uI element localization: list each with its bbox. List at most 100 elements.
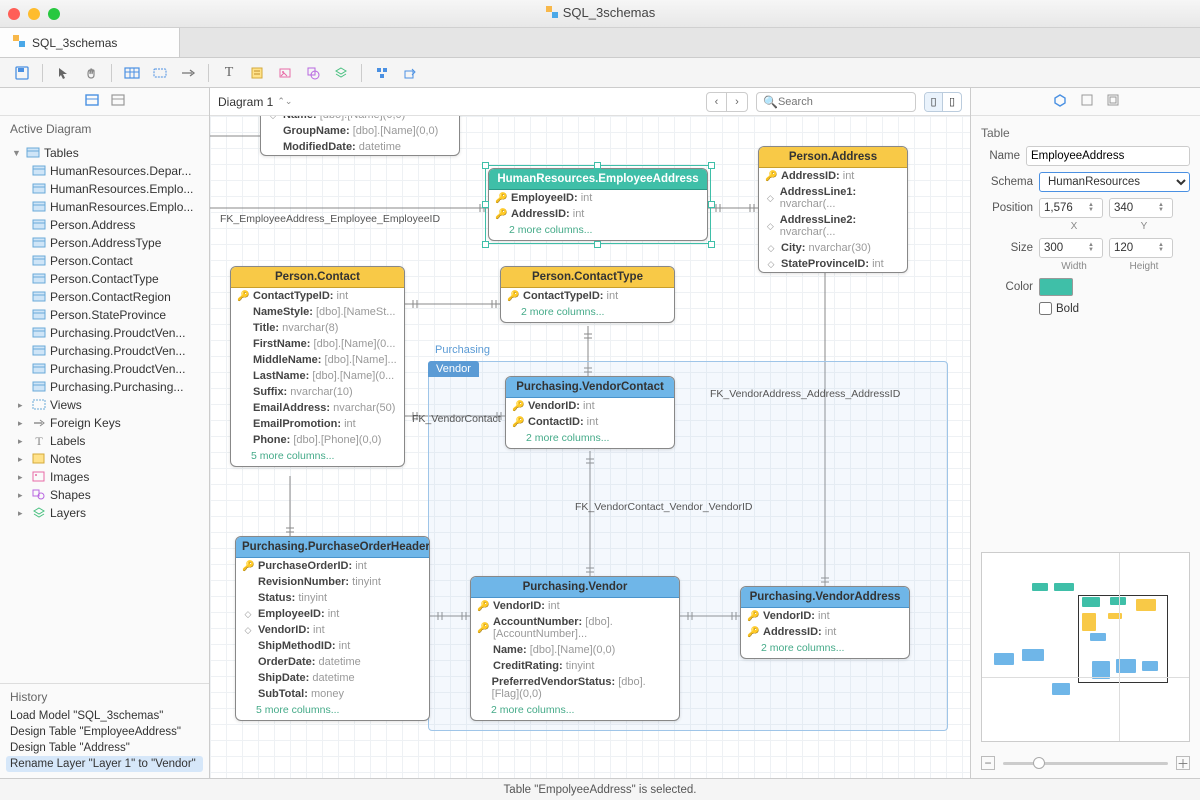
document-tab-label: SQL_3schemas bbox=[32, 36, 117, 50]
right-sidebar: Table Name Schema HumanResources Positio… bbox=[970, 88, 1200, 778]
model-tab-icon[interactable] bbox=[110, 93, 126, 110]
er-table[interactable]: Person.ContactType🔑ContactTypeID: int2 m… bbox=[500, 266, 675, 323]
tree-table-item[interactable]: Person.ContactType bbox=[4, 270, 205, 288]
nav-back-button[interactable]: ‹ bbox=[707, 93, 727, 111]
name-input[interactable] bbox=[1026, 146, 1190, 166]
note-tool-button[interactable] bbox=[245, 61, 269, 85]
diagram-canvas[interactable]: Purchasing Vendor FK_EmployeeAddress_Emp… bbox=[210, 116, 970, 778]
status-text: Table "EmpolyeeAddress" is selected. bbox=[504, 784, 697, 796]
auto-layout-button[interactable] bbox=[370, 61, 394, 85]
tree-table-item[interactable]: HumanResources.Depar... bbox=[4, 162, 205, 180]
tree-table-item[interactable]: Person.ContactRegion bbox=[4, 288, 205, 306]
tree-table-item[interactable]: HumanResources.Emplo... bbox=[4, 180, 205, 198]
save-button[interactable] bbox=[10, 61, 34, 85]
hand-tool-button[interactable] bbox=[79, 61, 103, 85]
inspector-tab-style[interactable] bbox=[1080, 93, 1094, 110]
tree-table-item[interactable]: HumanResources.Emplo... bbox=[4, 198, 205, 216]
nav-forward-button[interactable]: › bbox=[727, 93, 747, 111]
er-table[interactable]: HumanResources.EmployeeAddress🔑EmployeeI… bbox=[488, 168, 708, 241]
tree-table-item[interactable]: Purchasing.ProudctVen... bbox=[4, 324, 205, 342]
tree-table-item[interactable]: Person.StateProvince bbox=[4, 306, 205, 324]
tree-category-item[interactable]: ▸Foreign Keys bbox=[4, 414, 205, 432]
bold-checkbox-row[interactable]: Bold bbox=[1039, 302, 1190, 315]
tree-table-item[interactable]: Purchasing.ProudctVen... bbox=[4, 360, 205, 378]
zoom-out-button[interactable]: − bbox=[981, 756, 995, 770]
document-tab[interactable]: SQL_3schemas bbox=[0, 28, 180, 57]
schema-select[interactable]: HumanResources bbox=[1039, 172, 1190, 192]
inspector-tab-properties[interactable] bbox=[1052, 93, 1068, 110]
er-table[interactable]: Purchasing.VendorAddress🔑VendorID: int🔑A… bbox=[740, 586, 910, 659]
inspector-tab-arrange[interactable] bbox=[1106, 93, 1120, 110]
inspector-tabs bbox=[971, 88, 1200, 116]
size-w-input[interactable]: 300▲▼ bbox=[1039, 238, 1103, 258]
tree-table-item[interactable]: Purchasing.ProudctVen... bbox=[4, 342, 205, 360]
close-window-button[interactable] bbox=[8, 8, 20, 20]
tree-category-item[interactable]: ▸TLabels bbox=[4, 432, 205, 450]
tree-table-item[interactable]: Person.Address bbox=[4, 216, 205, 234]
minimap[interactable] bbox=[981, 552, 1190, 742]
tree-category-item[interactable]: ▸Views bbox=[4, 396, 205, 414]
tree-category-item[interactable]: ▸Shapes bbox=[4, 486, 205, 504]
history-title: History bbox=[10, 690, 199, 708]
er-table[interactable]: Purchasing.VendorContact🔑VendorID: int🔑C… bbox=[505, 376, 675, 449]
minimize-window-button[interactable] bbox=[28, 8, 40, 20]
search-field[interactable]: 🔍 bbox=[756, 92, 916, 112]
window-title: SQL_3schemas bbox=[0, 5, 1200, 22]
diagram-selector[interactable]: Diagram 1 ⌃⌄ bbox=[218, 95, 292, 109]
zoom-slider[interactable] bbox=[1003, 762, 1168, 765]
history-item[interactable]: Design Table "EmployeeAddress" bbox=[10, 724, 199, 740]
color-well[interactable] bbox=[1039, 278, 1073, 296]
view-mode-split[interactable]: ▯ bbox=[943, 93, 961, 111]
tree-category-item[interactable]: ▸Images bbox=[4, 468, 205, 486]
tree-table-item[interactable]: Person.AddressType bbox=[4, 234, 205, 252]
history-item[interactable]: Design Table "Address" bbox=[10, 740, 199, 756]
main-toolbar: T bbox=[0, 58, 1200, 88]
name-label: Name bbox=[981, 150, 1020, 162]
zoom-controls: − ＋ bbox=[971, 752, 1200, 778]
export-button[interactable] bbox=[398, 61, 422, 85]
er-table[interactable]: ◇Name: [dbo].[Name](0,0)GroupName: [dbo]… bbox=[260, 116, 460, 156]
layer-tool-button[interactable] bbox=[329, 61, 353, 85]
position-label: Position bbox=[981, 202, 1033, 214]
view-mode-diagram[interactable]: ▯ bbox=[925, 93, 943, 111]
tree-tables-group[interactable]: ▼ Tables bbox=[4, 144, 205, 162]
tree-table-item[interactable]: Purchasing.Purchasing... bbox=[4, 378, 205, 396]
pointer-tool-button[interactable] bbox=[51, 61, 75, 85]
history-item[interactable]: Load Model "SQL_3schemas" bbox=[10, 708, 199, 724]
position-y-input[interactable]: 340▲▼ bbox=[1109, 198, 1173, 218]
text-tool-button[interactable]: T bbox=[217, 61, 241, 85]
search-icon: 🔍 bbox=[763, 95, 778, 109]
size-h-input[interactable]: 120▲▼ bbox=[1109, 238, 1173, 258]
maximize-window-button[interactable] bbox=[48, 8, 60, 20]
active-diagram-label: Active Diagram bbox=[0, 116, 209, 142]
objects-tab-icon[interactable] bbox=[84, 93, 100, 110]
bold-checkbox[interactable] bbox=[1039, 302, 1052, 315]
er-table[interactable]: Purchasing.PurchaseOrderHeader🔑PurchaseO… bbox=[235, 536, 430, 721]
size-label: Size bbox=[981, 242, 1033, 254]
image-tool-button[interactable] bbox=[273, 61, 297, 85]
object-tree[interactable]: ▼ Tables HumanResources.Depar...HumanRes… bbox=[0, 142, 209, 683]
tree-category-item[interactable]: ▸Notes bbox=[4, 450, 205, 468]
er-table[interactable]: Person.Address🔑AddressID: int◇AddressLin… bbox=[758, 146, 908, 273]
er-table[interactable]: Purchasing.Vendor🔑VendorID: int🔑AccountN… bbox=[470, 576, 680, 721]
shape-tool-button[interactable] bbox=[301, 61, 325, 85]
relation-tool-button[interactable] bbox=[176, 61, 200, 85]
relation-label: FK_VendorContact_Vendor_VendorID bbox=[575, 501, 752, 513]
titlebar: SQL_3schemas bbox=[0, 0, 1200, 28]
group-tab[interactable]: Vendor bbox=[428, 361, 479, 377]
view-tool-button[interactable] bbox=[148, 61, 172, 85]
tree-category-item[interactable]: ▸Layers bbox=[4, 504, 205, 522]
canvas-header: Diagram 1 ⌃⌄ ‹ › 🔍 ▯ ▯ bbox=[210, 88, 970, 116]
search-input[interactable] bbox=[778, 96, 920, 108]
history-item[interactable]: Rename Layer "Layer 1" to "Vendor" bbox=[6, 756, 203, 772]
er-table[interactable]: Person.Contact🔑ContactTypeID: intNameSty… bbox=[230, 266, 405, 467]
position-x-input[interactable]: 1,576▲▼ bbox=[1039, 198, 1103, 218]
zoom-in-button[interactable]: ＋ bbox=[1176, 756, 1190, 770]
group-title: Purchasing bbox=[435, 344, 490, 356]
tree-table-item[interactable]: Person.Contact bbox=[4, 252, 205, 270]
table-tool-button[interactable] bbox=[120, 61, 144, 85]
schema-label: Schema bbox=[981, 176, 1033, 188]
window-controls bbox=[8, 8, 60, 20]
nav-back-forward[interactable]: ‹ › bbox=[706, 92, 748, 112]
view-mode-toggle[interactable]: ▯ ▯ bbox=[924, 92, 962, 112]
